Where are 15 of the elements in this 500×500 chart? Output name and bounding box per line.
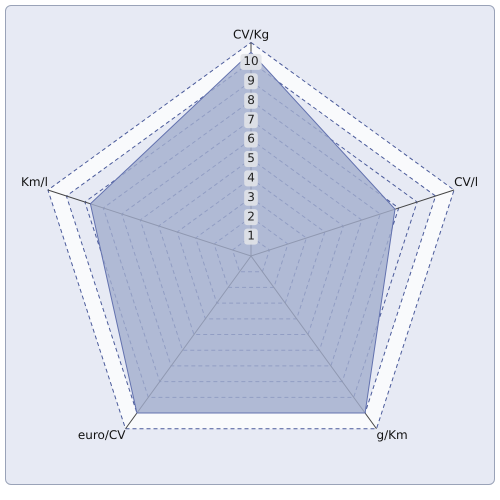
spoke-label: euro/CV xyxy=(78,428,126,442)
y-tick-label: 6 xyxy=(247,132,255,146)
y-tick-label: 4 xyxy=(247,170,255,184)
spoke-label: CV/Kg xyxy=(232,27,270,42)
y-tick-label: 10 xyxy=(243,54,259,68)
spoke-label: g/Km xyxy=(376,428,408,442)
y-tick-label: 3 xyxy=(247,190,255,204)
y-tick-label: 7 xyxy=(247,112,255,126)
y-tick-label: 2 xyxy=(247,209,255,224)
spoke-label: CV/l xyxy=(454,174,478,189)
y-tick-label: 1 xyxy=(247,228,255,243)
y-tick-label: 8 xyxy=(247,92,255,107)
spoke-label: Km/l xyxy=(21,174,48,189)
y-tick-label: 5 xyxy=(247,151,255,166)
y-tick-label: 9 xyxy=(247,73,255,88)
